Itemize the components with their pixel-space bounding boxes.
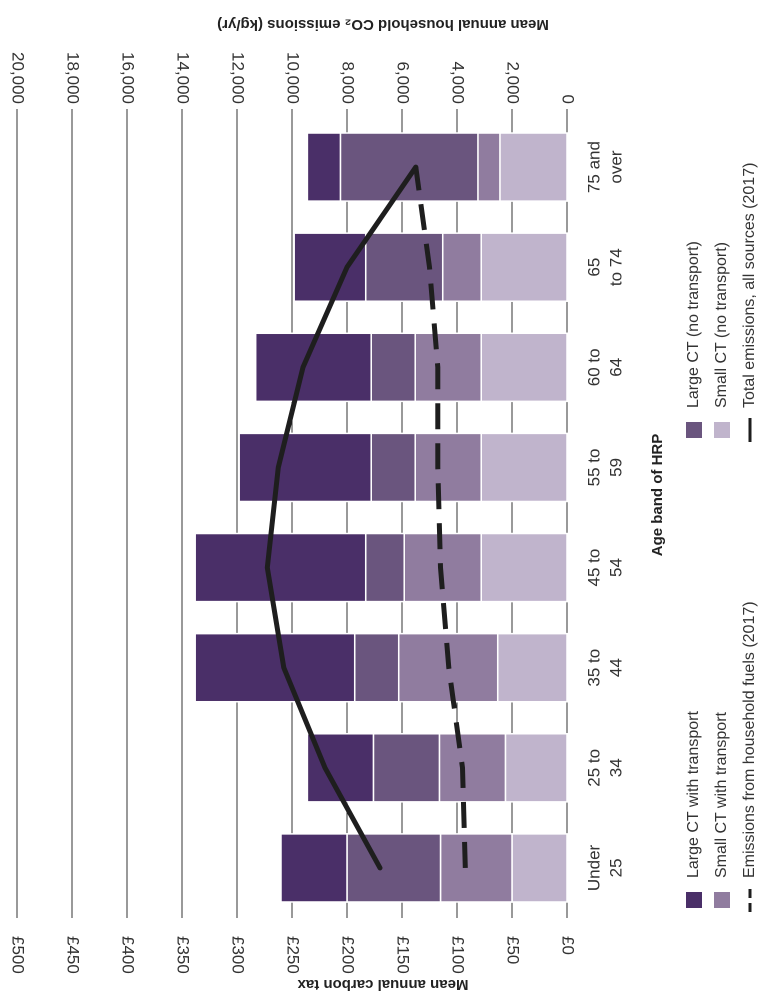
- legend-label: Total emissions, all sources (2017): [741, 163, 758, 408]
- bar-segment: [480, 232, 568, 302]
- tax-tick-label: £250: [284, 936, 303, 974]
- legend-swatch: [714, 422, 730, 438]
- category-label: 64: [606, 358, 625, 377]
- category-label: to 74: [606, 248, 625, 286]
- tax-tick-label: £50: [504, 936, 523, 964]
- bar-segment: [346, 833, 442, 903]
- bar-segment: [280, 833, 348, 903]
- bar-segment: [339, 132, 479, 202]
- emissions-tick-label: 12,000: [229, 52, 248, 104]
- category-label: 44: [606, 658, 625, 677]
- bar-segment: [306, 132, 342, 202]
- bar-segment: [504, 733, 568, 803]
- lines: [264, 164, 468, 871]
- tax-axis-title: Mean annual carbon tax: [297, 976, 469, 993]
- legend-label: Small CT with transport: [713, 711, 730, 878]
- legend-item: Emissions from household fuels (2017): [741, 601, 758, 912]
- bar-segment: [370, 432, 416, 503]
- legend-swatch: [686, 422, 702, 438]
- bar-segment: [293, 232, 367, 302]
- bar-segment: [499, 132, 568, 202]
- tax-axis-ticks: £0 £50 £100 £150 £200 £250 £300 £350 £400 £450 £50…: [9, 936, 578, 974]
- category-axis-title: Age band of HRP: [649, 434, 666, 557]
- bar-segment: [238, 432, 372, 503]
- category-label: 25 to: [584, 749, 603, 787]
- category-label: 75 and: [584, 141, 603, 193]
- legend-label: Large CT with transport: [685, 711, 702, 878]
- bar-segment: [480, 332, 568, 403]
- household-fuels-line: [413, 166, 468, 868]
- total-emissions-line: [264, 164, 419, 871]
- legend-label: Emissions from household fuels (2017): [741, 601, 758, 878]
- legend-swatch: [686, 892, 702, 908]
- category-label: 25: [606, 858, 625, 877]
- legend-item: Large CT with transport: [685, 711, 702, 908]
- bar-segment: [306, 733, 375, 803]
- bar-segment: [370, 332, 416, 403]
- tax-tick-label: £0: [559, 936, 578, 955]
- emissions-tick-label: 4,000: [449, 61, 468, 104]
- bar-segment: [439, 833, 513, 903]
- bar-segment: [372, 733, 441, 803]
- emissions-tick-label: 6,000: [394, 61, 413, 104]
- emissions-axis-title: Mean annual household CO₂ emissions (kg/…: [217, 16, 549, 33]
- emissions-tick-label: 14,000: [174, 52, 193, 104]
- bar-segment: [414, 432, 482, 503]
- legend-label: Small CT (no transport): [713, 242, 730, 408]
- bar-segment: [194, 532, 367, 603]
- legend-label: Large CT (no transport): [685, 241, 702, 408]
- tax-tick-label: £500: [9, 936, 28, 974]
- bar-segment: [480, 532, 568, 603]
- bar-segment: [438, 733, 507, 803]
- category-label: Under: [584, 844, 603, 891]
- tax-tick-label: £350: [174, 936, 193, 974]
- emissions-tick-label: 8,000: [339, 61, 358, 104]
- category-label: 34: [606, 758, 625, 777]
- legend: Large CT with transport Small CT with tra…: [685, 163, 758, 912]
- category-label: 54: [606, 558, 625, 577]
- legend-item: Large CT (no transport): [685, 241, 702, 438]
- category-label: 60 to: [584, 348, 603, 386]
- category-label: 45 to: [584, 549, 603, 587]
- tax-tick-label: £150: [394, 936, 413, 974]
- tax-tick-label: £400: [119, 936, 138, 974]
- emissions-axis-ticks: 0 2,000 4,000 6,000 8,000 10,000 12,000 14,000 1…: [9, 52, 578, 104]
- category-label: 65: [584, 258, 603, 277]
- emissions-tick-label: 16,000: [119, 52, 138, 104]
- category-label: 35 to: [584, 649, 603, 687]
- tax-tick-label: £450: [64, 936, 83, 974]
- legend-item: Small CT with transport: [713, 711, 730, 908]
- tax-tick-label: £200: [339, 936, 358, 974]
- emissions-tick-label: 0: [559, 95, 578, 104]
- legend-swatch: [714, 892, 730, 908]
- emissions-tick-label: 10,000: [284, 52, 303, 104]
- bar-segment: [194, 632, 356, 703]
- emissions-tick-label: 2,000: [504, 61, 523, 104]
- bar-segment: [511, 833, 568, 903]
- bar-segment: [364, 532, 405, 603]
- emissions-tick-label: 20,000: [9, 52, 28, 104]
- legend-item: Total emissions, all sources (2017): [741, 163, 758, 442]
- bar-segment: [441, 232, 482, 302]
- bar-segment: [414, 332, 482, 403]
- category-label: over: [606, 150, 625, 183]
- tax-tick-label: £100: [449, 936, 468, 974]
- bar-segment: [496, 632, 568, 703]
- legend-item: Small CT (no transport): [713, 242, 730, 438]
- bar-segment: [480, 432, 568, 503]
- tax-tick-label: £300: [229, 936, 248, 974]
- emissions-tick-label: 18,000: [64, 52, 83, 104]
- category-labels: Under 25 25 to 34 35 to 44 45 to 54 55 to 59 60 to…: [584, 141, 625, 891]
- bar-segment: [353, 632, 400, 703]
- category-label: 55 to: [584, 449, 603, 487]
- category-label: 59: [606, 458, 625, 477]
- bars: [194, 132, 568, 903]
- bar-segment: [477, 132, 501, 202]
